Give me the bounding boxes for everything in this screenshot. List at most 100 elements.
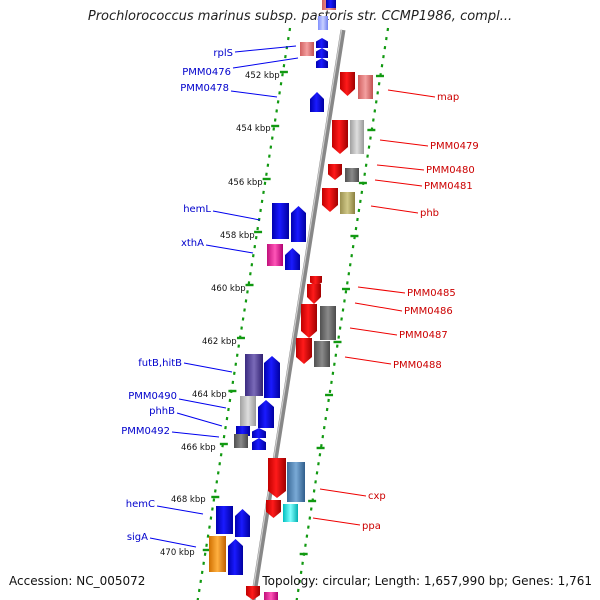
gene-label-PMM0488: PMM0488 [393, 360, 442, 371]
gene-sigA [209, 536, 226, 572]
gene-label-cxp: cxp [368, 491, 386, 502]
gene-label-ppa: ppa [362, 521, 381, 532]
gene-PMM0492-c [252, 438, 266, 450]
leader-line-PMM0479 [379, 139, 429, 147]
gene-hemC [216, 506, 233, 534]
kbp-label-458: 458 kbp [220, 231, 255, 241]
leader-line-cxp [319, 488, 367, 497]
gene-PMM0479-2 [350, 120, 364, 154]
gene-label-hemL: hemL [183, 204, 211, 215]
gene-cxp [268, 458, 286, 498]
kbp-label-452: 452 kbp [245, 71, 280, 81]
gene-ppa [266, 500, 281, 518]
gene-PMM0486 [307, 284, 321, 304]
kbp-label-456: 456 kbp [228, 178, 263, 188]
gene-bottom-mag [264, 592, 278, 600]
gene-bottom-red [246, 586, 260, 600]
gene-label-sigA: sigA [127, 532, 148, 543]
gene-forward-top-light [318, 16, 328, 30]
leader-line-hemC [156, 505, 204, 515]
gene-map [340, 72, 355, 96]
gene-xthA-2 [285, 248, 300, 270]
leader-line-xthA [205, 244, 254, 254]
gene-PMM0479 [332, 120, 348, 154]
leader-line-futB-hitB [183, 362, 233, 373]
gene-label-PMM0476: PMM0476 [182, 67, 231, 78]
gene-PMM0481 [345, 168, 359, 182]
gene-phb [322, 188, 338, 212]
gene-map-2 [358, 75, 373, 99]
leader-line-sigA [149, 537, 197, 548]
leader-line-PMM0476 [232, 57, 299, 69]
left-gene-labels: rplS PMM0476 PMM0478 hemL xthA futB,hitB… [121, 45, 299, 548]
leader-line-PMM0488 [344, 356, 392, 365]
gene-forward-small-1 [316, 38, 328, 48]
gene-forward-small-2 [316, 48, 328, 58]
gene-label-phb: phb [420, 208, 439, 219]
gene-forward-small-3 [316, 58, 328, 68]
gene-label-PMM0490: PMM0490 [128, 391, 177, 402]
gene-PMM0487 [301, 304, 317, 338]
topology-text: Topology: circular; Length: 1,657,990 bp… [262, 574, 592, 588]
gene-rplS [300, 42, 314, 56]
gene-features [209, 0, 373, 600]
leader-line-PMM0487 [349, 327, 398, 336]
tick-marks-left [196, 27, 292, 600]
gene-PMM0487-2 [320, 306, 336, 340]
gene-label-phhB: phhB [149, 406, 175, 417]
gene-label-PMM0478: PMM0478 [180, 83, 229, 94]
gene-PMM0478 [310, 92, 324, 112]
gene-label-futB-hitB: futB,hitB [138, 358, 182, 369]
kbp-label-464: 464 kbp [192, 390, 227, 400]
leader-line-hemL [212, 210, 261, 221]
gene-label-hemC: hemC [126, 499, 155, 510]
leader-line-PMM0492 [171, 431, 220, 438]
gene-hemL [272, 203, 289, 239]
kbp-label-460: 460 kbp [211, 284, 246, 294]
gene-PMM0492-b [252, 428, 266, 438]
leader-line-rplS [234, 45, 297, 53]
gene-label-PMM0492: PMM0492 [121, 426, 170, 437]
gene-hemC-2 [235, 509, 250, 537]
gene-futB-hitB-2 [264, 356, 280, 398]
gene-sigA-2 [228, 539, 243, 575]
gene-label-rplS: rplS [213, 48, 233, 59]
gene-label-map: map [437, 92, 459, 103]
kbp-label-470: 470 kbp [160, 548, 195, 558]
gene-PMM0485 [310, 276, 322, 286]
gene-label-PMM0480: PMM0480 [426, 165, 475, 176]
leader-line-PMM0478 [230, 90, 278, 98]
accession-text: Accession: NC_005072 [9, 574, 146, 588]
gene-PMM0480 [328, 164, 342, 180]
gene-PMM0488 [296, 338, 312, 364]
kbp-label-468: 468 kbp [171, 495, 206, 505]
kbp-label-466: 466 kbp [181, 443, 216, 453]
gene-PMM0488-2 [314, 341, 330, 367]
leader-line-PMM0480 [376, 164, 425, 171]
gene-phhB [258, 400, 274, 428]
gene-label-xthA: xthA [181, 238, 204, 249]
leader-line-ppa [312, 517, 361, 526]
kbp-label-462: 462 kbp [202, 337, 237, 347]
gene-label-PMM0487: PMM0487 [399, 330, 448, 341]
gene-xthA [267, 244, 283, 266]
gene-hemL-2 [291, 206, 306, 242]
kbp-labels: 452 kbp 454 kbp 456 kbp 458 kbp 460 kbp … [160, 71, 280, 558]
right-gene-labels: map PMM0479 PMM0480 PMM0481 phb PMM0485 … [312, 89, 479, 532]
tick-marks-right [295, 27, 390, 600]
gene-label-PMM0486: PMM0486 [404, 306, 453, 317]
leader-line-PMM0481 [374, 179, 423, 187]
map-title: Prochlorococcus marinus subsp. pastoris … [87, 9, 513, 24]
leader-line-PMM0485 [357, 286, 406, 294]
gene-PMM0492-a [236, 426, 250, 436]
gene-forward-top [326, 0, 336, 8]
gene-PMM0492 [234, 434, 248, 448]
leader-line-PMM0490 [178, 398, 227, 409]
leader-line-PMM0486 [354, 302, 403, 312]
gene-cxp-2 [287, 462, 305, 502]
leader-line-map [387, 89, 436, 98]
gene-label-PMM0485: PMM0485 [407, 288, 456, 299]
gene-label-PMM0479: PMM0479 [430, 141, 479, 152]
gene-ppa-2 [283, 504, 298, 522]
